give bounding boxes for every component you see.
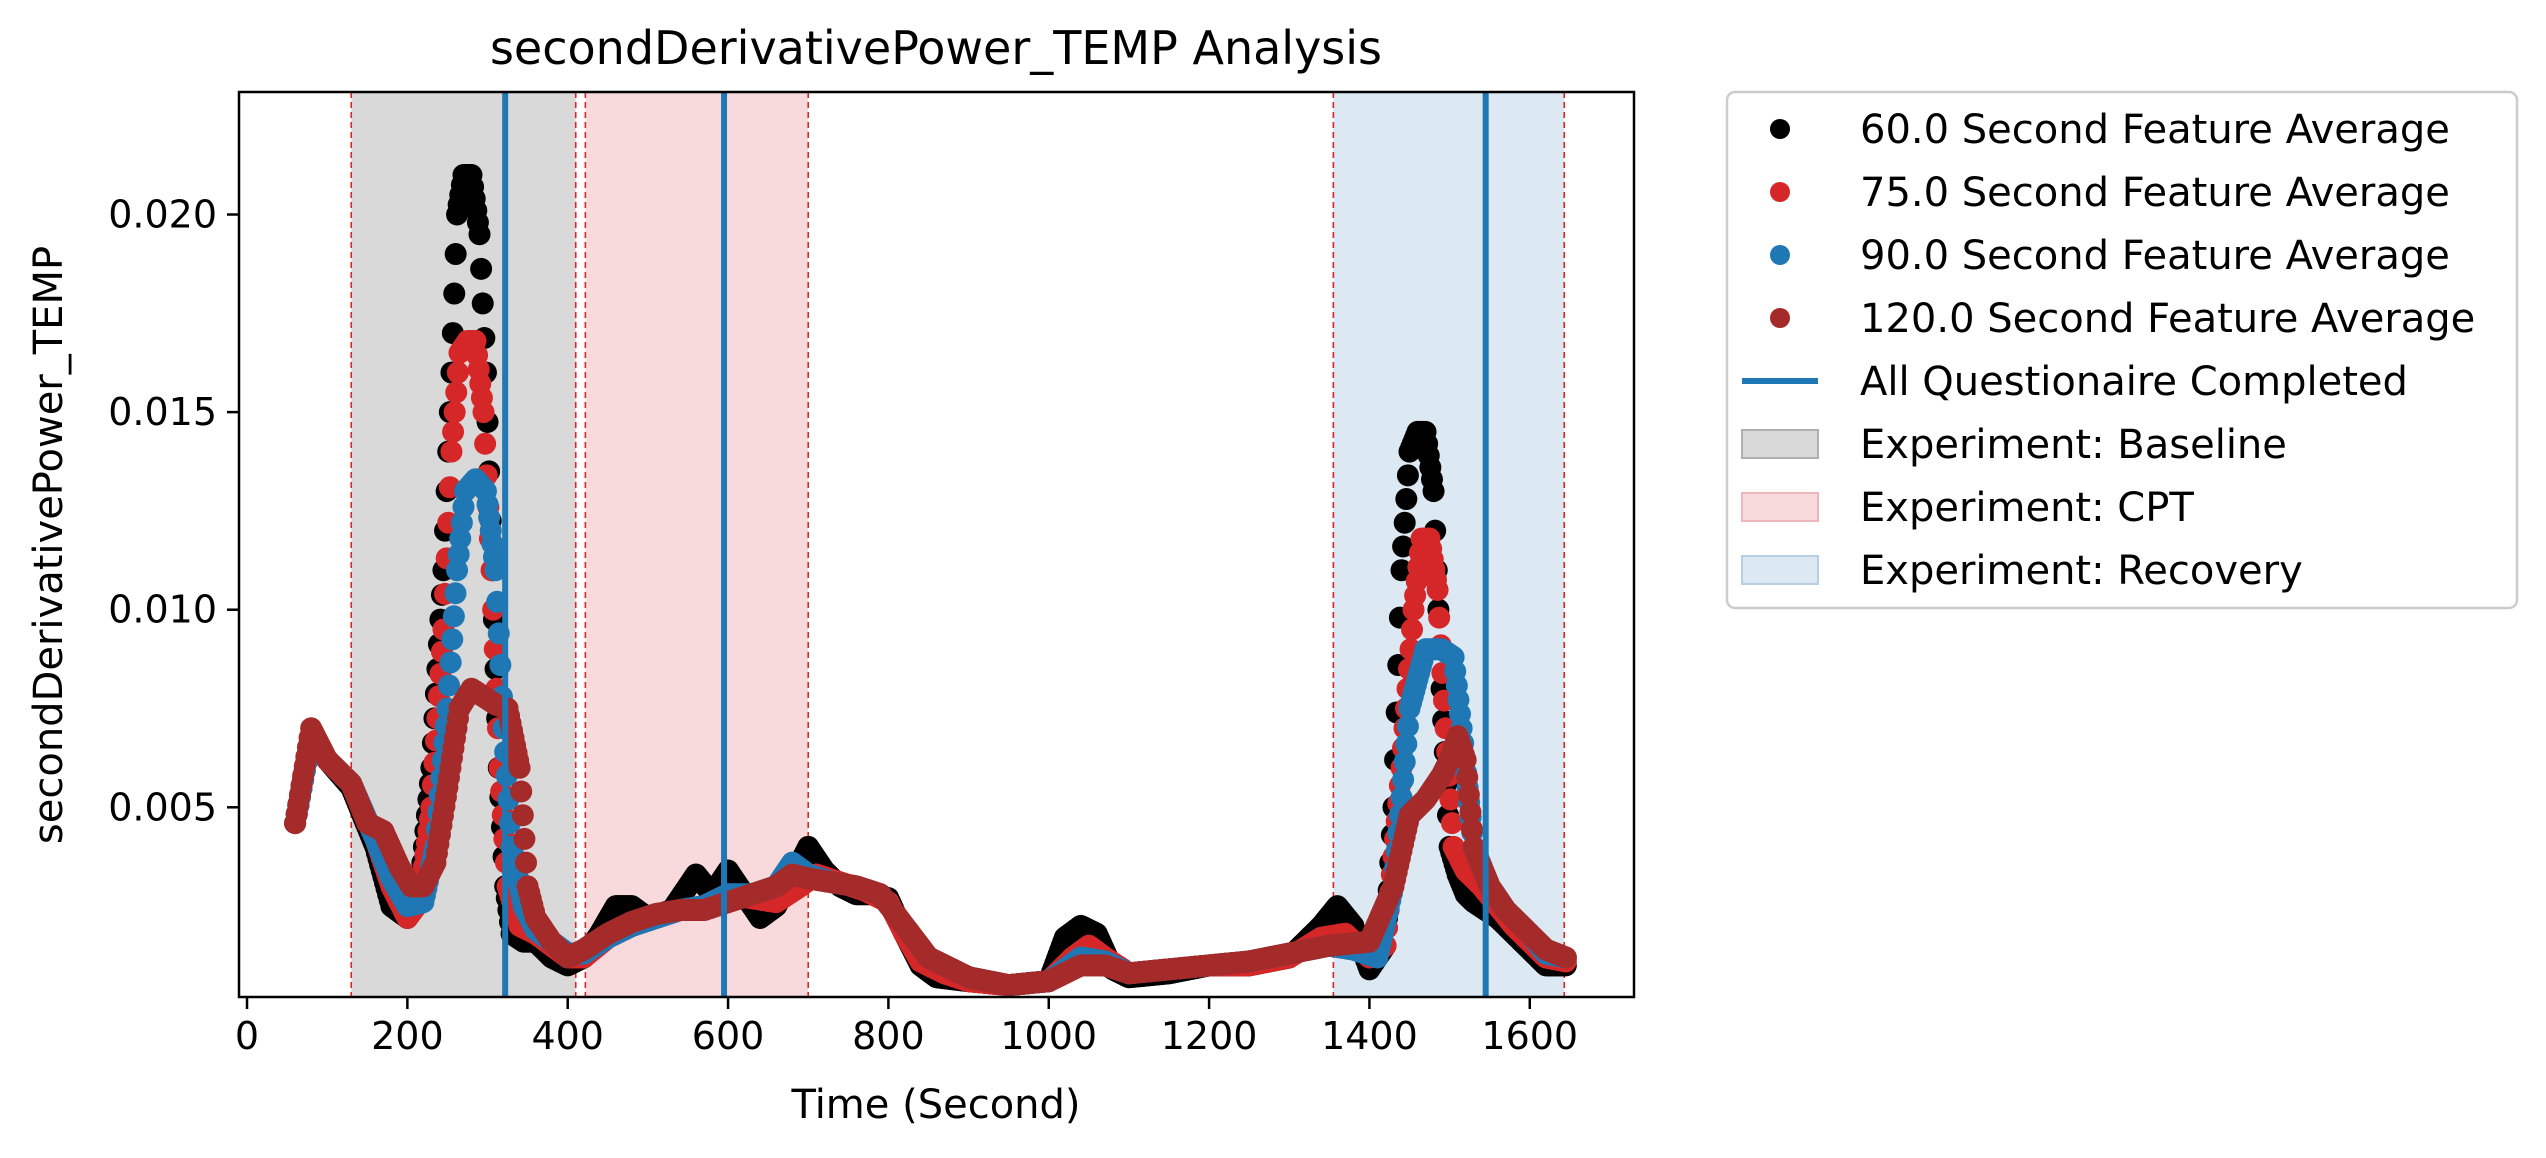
data-point bbox=[1396, 464, 1419, 487]
legend-marker bbox=[1770, 245, 1790, 265]
x-tick-label: 200 bbox=[371, 1014, 444, 1058]
data-point bbox=[440, 440, 463, 463]
y-tick-label: 0.010 bbox=[108, 588, 217, 632]
legend-label: 60.0 Second Feature Average bbox=[1860, 107, 2450, 153]
data-point bbox=[468, 223, 491, 246]
data-point bbox=[442, 420, 465, 443]
data-point bbox=[1457, 783, 1480, 806]
chart-title: secondDerivativePower_TEMP Analysis bbox=[490, 21, 1382, 75]
data-point bbox=[1393, 750, 1416, 773]
legend-label: 90.0 Second Feature Average bbox=[1860, 233, 2450, 279]
data-point bbox=[1390, 559, 1413, 582]
data-point bbox=[449, 527, 472, 550]
data-point bbox=[484, 559, 507, 582]
data-point bbox=[439, 651, 462, 674]
x-tick-label: 1200 bbox=[1161, 1014, 1258, 1058]
data-point bbox=[1459, 801, 1482, 824]
legend: 60.0 Second Feature Average 75.0 Second F… bbox=[1725, 90, 2519, 610]
legend-patch bbox=[1741, 555, 1819, 585]
x-tick-label: 1400 bbox=[1321, 1014, 1418, 1058]
data-point bbox=[471, 292, 494, 315]
data-point bbox=[445, 381, 468, 404]
legend-label: Experiment: Baseline bbox=[1860, 422, 2287, 468]
data-point bbox=[1461, 818, 1484, 841]
y-tick-label: 0.005 bbox=[108, 785, 217, 829]
legend-marker bbox=[1770, 119, 1790, 139]
data-point bbox=[443, 282, 466, 305]
legend-frame bbox=[1725, 90, 2519, 610]
data-point bbox=[472, 401, 495, 424]
series-4 bbox=[284, 677, 1577, 997]
legend-patch bbox=[1741, 429, 1819, 459]
data-point bbox=[438, 674, 461, 697]
data-point bbox=[1428, 606, 1451, 629]
x-axis-label: Time (Second) bbox=[790, 1082, 1080, 1128]
data-point bbox=[470, 257, 493, 280]
legend-label: 75.0 Second Feature Average bbox=[1860, 170, 2450, 216]
legend-marker bbox=[1770, 182, 1790, 202]
data-point bbox=[1395, 488, 1418, 511]
legend-label: Experiment: Recovery bbox=[1860, 548, 2303, 594]
plot-frame bbox=[237, 90, 1636, 999]
data-point bbox=[508, 756, 531, 779]
data-point bbox=[1393, 511, 1416, 534]
x-tick-label: 400 bbox=[531, 1014, 604, 1058]
data-point bbox=[444, 243, 467, 266]
data-point bbox=[1392, 535, 1415, 558]
data-point bbox=[1554, 946, 1577, 969]
data-point bbox=[1439, 788, 1462, 811]
data-point bbox=[446, 559, 469, 582]
legend-label: All Questionaire Completed bbox=[1860, 359, 2408, 405]
data-point bbox=[1456, 766, 1479, 789]
data-point bbox=[452, 495, 475, 518]
data-point bbox=[447, 543, 470, 566]
data-point bbox=[513, 827, 536, 850]
legend-label: Experiment: CPT bbox=[1860, 485, 2194, 531]
data-point bbox=[1395, 733, 1418, 756]
data-point bbox=[1401, 618, 1424, 641]
data-point bbox=[515, 851, 538, 874]
legend-patch bbox=[1741, 492, 1819, 522]
data-point bbox=[510, 780, 533, 803]
data-point bbox=[1426, 578, 1449, 601]
data-point bbox=[1441, 812, 1464, 835]
data-point bbox=[444, 582, 467, 605]
x-tick-label: 800 bbox=[852, 1014, 925, 1058]
data-point bbox=[450, 511, 473, 534]
legend-marker bbox=[1770, 308, 1790, 328]
data-point bbox=[441, 628, 464, 651]
x-tick-label: 1000 bbox=[1000, 1014, 1097, 1058]
data-point bbox=[1454, 748, 1477, 771]
y-tick-label: 0.015 bbox=[108, 390, 217, 434]
data-point bbox=[443, 401, 466, 424]
data-point bbox=[446, 361, 469, 384]
phase-band-2 bbox=[585, 92, 809, 997]
data-point bbox=[474, 432, 497, 455]
x-tick-label: 600 bbox=[692, 1014, 765, 1058]
data-point bbox=[1392, 768, 1415, 791]
x-tick-label: 1600 bbox=[1481, 1014, 1578, 1058]
y-tick-label: 0.020 bbox=[108, 193, 217, 237]
x-tick-label: 0 bbox=[235, 1014, 259, 1058]
data-point bbox=[511, 804, 534, 827]
data-point bbox=[1396, 715, 1419, 738]
data-point bbox=[1422, 480, 1445, 503]
legend-label: 120.0 Second Feature Average bbox=[1860, 296, 2475, 342]
data-point bbox=[442, 605, 465, 628]
y-axis-label: secondDerivativePower_TEMP bbox=[26, 246, 72, 844]
